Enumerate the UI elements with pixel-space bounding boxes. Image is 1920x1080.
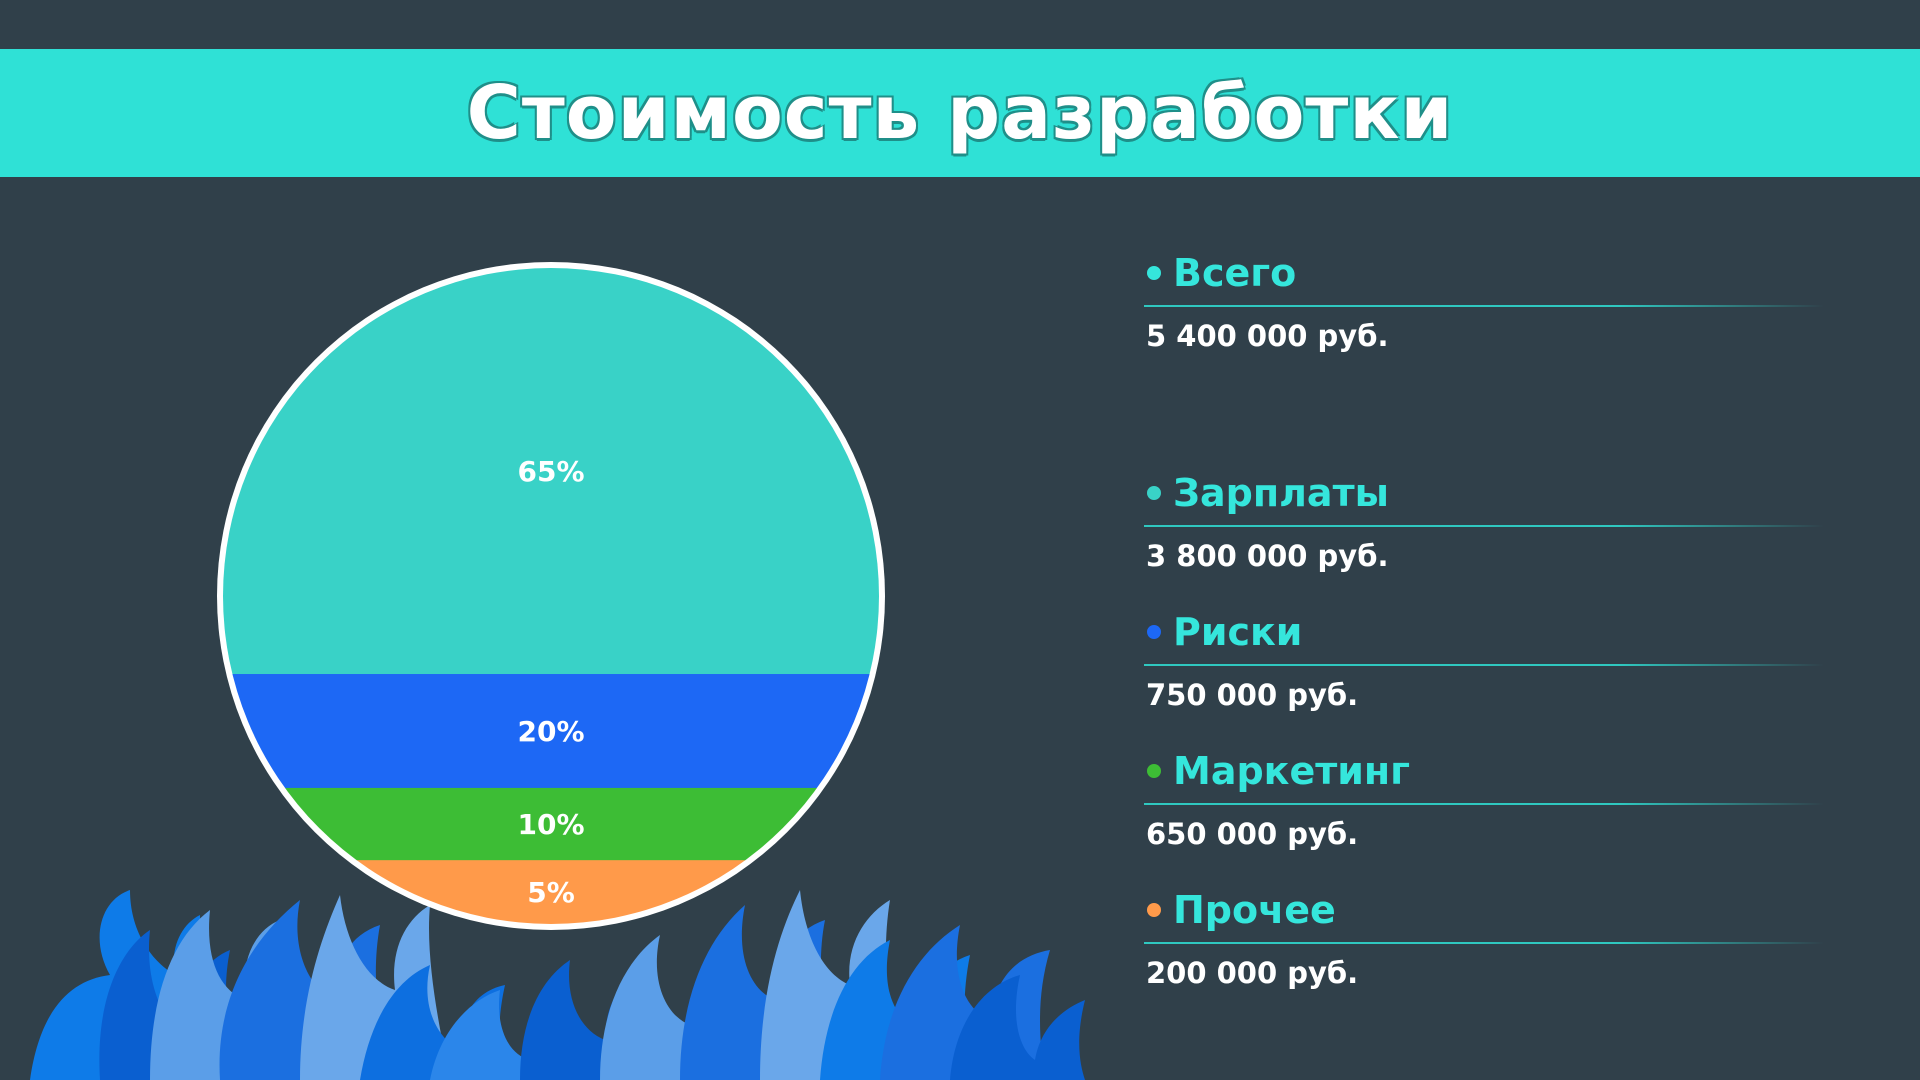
page-title: Стоимость разработки	[466, 70, 1454, 156]
legend-dot-salaries	[1147, 486, 1161, 500]
legend-divider	[1144, 525, 1824, 527]
legend-divider	[1144, 803, 1824, 805]
legend-item-risks: Риски 750 000 руб.	[1144, 606, 1824, 712]
pie-slice-label: 65%	[517, 455, 584, 488]
legend-divider	[1144, 305, 1824, 307]
legend: Всего 5 400 000 руб. Зарплаты 3 800 000 …	[1144, 0, 1824, 1080]
legend-item-value: 650 000 руб.	[1146, 817, 1359, 851]
legend-item-label: Зарплаты	[1173, 471, 1389, 515]
pie-slice-2	[223, 674, 879, 789]
pie-slice-label: 20%	[517, 715, 584, 748]
legend-item-value: 200 000 руб.	[1146, 956, 1359, 990]
legend-item-label: Прочее	[1173, 888, 1336, 932]
legend-divider	[1144, 664, 1824, 666]
legend-item-label: Маркетинг	[1173, 749, 1410, 793]
legend-total-label: Всего	[1173, 251, 1297, 295]
legend-item-value: 3 800 000 руб.	[1146, 539, 1389, 573]
pie-slice-label: 10%	[517, 808, 584, 841]
legend-dot-risks	[1147, 625, 1161, 639]
legend-item-marketing: Маркетинг 650 000 руб.	[1144, 745, 1824, 851]
legend-item-value: 750 000 руб.	[1146, 678, 1359, 712]
legend-dot-marketing	[1147, 764, 1161, 778]
legend-item-other: Прочее 200 000 руб.	[1144, 884, 1824, 990]
blue-flames-icon	[30, 890, 1085, 1080]
title-bar: Стоимость разработки	[0, 49, 1920, 177]
pie-slice-label: 5%	[527, 876, 575, 909]
legend-item-salaries: Зарплаты 3 800 000 руб.	[1144, 467, 1824, 573]
legend-dot-other	[1147, 903, 1161, 917]
legend-dot-total	[1147, 266, 1161, 280]
legend-total: Всего 5 400 000 руб.	[1144, 247, 1824, 353]
legend-item-label: Риски	[1173, 610, 1303, 654]
legend-divider	[1144, 942, 1824, 944]
legend-total-value: 5 400 000 руб.	[1146, 319, 1389, 353]
